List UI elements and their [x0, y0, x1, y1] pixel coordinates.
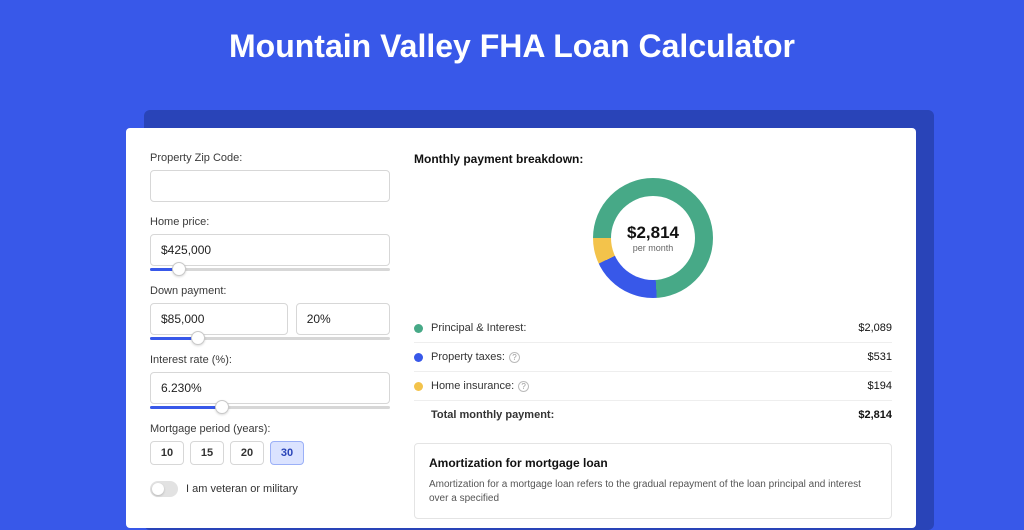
amortization-box: Amortization for mortgage loan Amortizat… — [414, 443, 892, 519]
veteran-label: I am veteran or military — [186, 483, 298, 495]
rate-input[interactable] — [150, 372, 390, 404]
donut-chart: $2,814 per month — [593, 178, 713, 298]
veteran-row: I am veteran or military — [150, 481, 390, 497]
amortization-title: Amortization for mortgage loan — [429, 456, 877, 470]
slider-thumb[interactable] — [191, 331, 205, 345]
legend-label: Home insurance:? — [431, 380, 868, 392]
amortization-text: Amortization for a mortgage loan refers … — [429, 478, 877, 506]
legend-dot — [414, 382, 423, 391]
inputs-column: Property Zip Code: Home price: Down paym… — [150, 152, 390, 504]
info-icon[interactable]: ? — [509, 352, 520, 363]
period-label: Mortgage period (years): — [150, 423, 390, 435]
rate-slider[interactable] — [150, 406, 390, 409]
down-payment-input[interactable] — [150, 303, 288, 335]
rate-label: Interest rate (%): — [150, 354, 390, 366]
total-value: $2,814 — [858, 409, 892, 421]
legend-row: Home insurance:?$194 — [414, 372, 892, 401]
zip-label: Property Zip Code: — [150, 152, 390, 164]
legend-row: Principal & Interest:$2,089 — [414, 314, 892, 343]
toggle-knob — [152, 483, 164, 495]
calculator-card: Property Zip Code: Home price: Down paym… — [126, 128, 916, 528]
home-price-input[interactable] — [150, 234, 390, 266]
legend: Principal & Interest:$2,089Property taxe… — [414, 314, 892, 429]
period-button-20[interactable]: 20 — [230, 441, 264, 465]
donut-wrap: $2,814 per month — [414, 178, 892, 298]
total-label: Total monthly payment: — [431, 409, 858, 421]
rate-field: Interest rate (%): — [150, 354, 390, 409]
legend-dot — [414, 324, 423, 333]
zip-input[interactable] — [150, 170, 390, 202]
legend-total-row: Total monthly payment:$2,814 — [414, 401, 892, 429]
home-price-field: Home price: — [150, 216, 390, 271]
donut-amount: $2,814 — [627, 223, 679, 243]
down-payment-label: Down payment: — [150, 285, 390, 297]
home-price-label: Home price: — [150, 216, 390, 228]
period-button-10[interactable]: 10 — [150, 441, 184, 465]
home-price-slider[interactable] — [150, 268, 390, 271]
page-title: Mountain Valley FHA Loan Calculator — [0, 0, 1024, 89]
slider-thumb[interactable] — [172, 262, 186, 276]
legend-value: $194 — [868, 380, 892, 392]
legend-dot — [414, 353, 423, 362]
legend-value: $2,089 — [858, 322, 892, 334]
legend-row: Property taxes:?$531 — [414, 343, 892, 372]
down-payment-slider[interactable] — [150, 337, 390, 340]
donut-sub: per month — [633, 243, 674, 253]
breakdown-column: Monthly payment breakdown: $2,814 per mo… — [414, 152, 892, 504]
slider-thumb[interactable] — [215, 400, 229, 414]
info-icon[interactable]: ? — [518, 381, 529, 392]
legend-label: Principal & Interest: — [431, 322, 858, 334]
legend-label: Property taxes:? — [431, 351, 868, 363]
down-payment-pct-input[interactable] — [296, 303, 390, 335]
legend-value: $531 — [868, 351, 892, 363]
breakdown-title: Monthly payment breakdown: — [414, 152, 892, 166]
veteran-toggle[interactable] — [150, 481, 178, 497]
donut-center: $2,814 per month — [611, 196, 695, 280]
period-button-30[interactable]: 30 — [270, 441, 304, 465]
period-button-15[interactable]: 15 — [190, 441, 224, 465]
down-payment-field: Down payment: — [150, 285, 390, 340]
zip-field: Property Zip Code: — [150, 152, 390, 202]
period-field: Mortgage period (years): 10152030 — [150, 423, 390, 465]
